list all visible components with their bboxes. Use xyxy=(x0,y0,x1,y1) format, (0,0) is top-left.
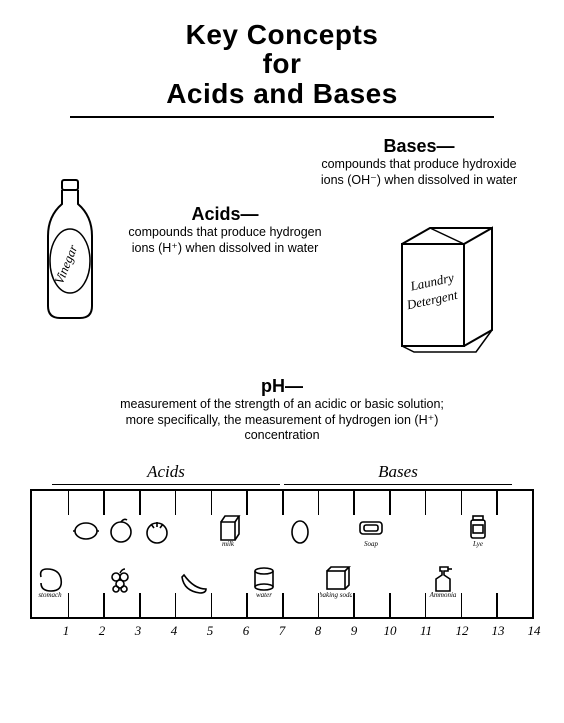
tick-upper xyxy=(103,491,105,515)
tick-upper xyxy=(246,491,248,515)
scale-item-orange xyxy=(105,516,137,546)
scale-numbers: 1234567891011121314 xyxy=(30,623,534,641)
ph-body: measurement of the strength of an acidic… xyxy=(112,397,452,444)
tick-upper xyxy=(496,491,498,515)
scale-item-soap: Soap xyxy=(355,512,387,550)
tick-upper xyxy=(389,491,391,515)
tick-lower xyxy=(282,593,284,617)
scale-label-bases: Bases xyxy=(284,462,512,485)
title-line-3: Acids and Bases xyxy=(30,79,534,108)
svg-text:water: water xyxy=(256,591,272,599)
page-title: Key Concepts for Acids and Bases xyxy=(30,20,534,108)
tick-upper xyxy=(68,491,70,515)
ph-scale: Acids Bases stomach milk water baking soda S… xyxy=(30,462,534,641)
scale-item-lemon xyxy=(70,516,102,546)
bases-heading: Bases— xyxy=(314,136,524,157)
scale-item-grapes xyxy=(105,567,137,597)
tick-upper xyxy=(175,491,177,515)
tick-lower xyxy=(139,593,141,617)
svg-text:Ammonia: Ammonia xyxy=(428,591,456,599)
tick-lower xyxy=(211,593,213,617)
scale-number: 5 xyxy=(207,623,214,639)
bases-definition: Bases— compounds that produce hydroxide … xyxy=(314,136,524,188)
scale-number: 12 xyxy=(456,623,469,639)
tick-upper xyxy=(282,491,284,515)
svg-text:Soap: Soap xyxy=(364,540,379,548)
tick-lower xyxy=(496,593,498,617)
scale-item-lye: Lye xyxy=(462,512,494,550)
scale-item-stomach: stomach xyxy=(34,563,66,601)
acids-heading: Acids— xyxy=(120,204,330,225)
scale-number: 13 xyxy=(492,623,505,639)
tick-lower xyxy=(68,593,70,617)
scale-item-banana xyxy=(177,567,209,597)
scale-number: 8 xyxy=(315,623,322,639)
ph-heading: pH— xyxy=(112,376,452,397)
scale-number: 3 xyxy=(135,623,142,639)
scale-number: 2 xyxy=(99,623,106,639)
svg-text:stomach: stomach xyxy=(38,591,62,599)
ph-definition: pH— measurement of the strength of an ac… xyxy=(112,376,452,444)
scale-item-baking-soda: baking soda xyxy=(320,563,352,601)
detergent-illustration: Laundry Detergent xyxy=(394,216,504,361)
tick-upper xyxy=(139,491,141,515)
title-line-1: Key Concepts xyxy=(30,20,534,49)
acids-body: compounds that produce hydrogen ions (H⁺… xyxy=(120,225,330,256)
scale-number: 7 xyxy=(279,623,286,639)
title-line-2: for xyxy=(30,49,534,78)
tick-upper xyxy=(425,491,427,515)
acids-definition: Acids— compounds that produce hydrogen i… xyxy=(120,204,330,256)
scale-number: 6 xyxy=(243,623,250,639)
vinegar-label: Vinegar xyxy=(51,242,81,286)
tick-lower xyxy=(389,593,391,617)
scale-number: 4 xyxy=(171,623,178,639)
svg-text:milk: milk xyxy=(222,540,235,548)
scale-number: 14 xyxy=(528,623,541,639)
scale-item-egg xyxy=(284,516,316,546)
svg-text:Lye: Lye xyxy=(472,540,483,548)
scale-item-tomato xyxy=(141,516,173,546)
scale-number: 9 xyxy=(351,623,358,639)
svg-text:baking soda: baking soda xyxy=(320,591,352,599)
title-divider xyxy=(70,116,494,118)
scale-label-acids: Acids xyxy=(52,462,280,485)
scale-box: stomach milk water baking soda Soap Ammonia Ly… xyxy=(30,489,534,619)
scale-number: 10 xyxy=(384,623,397,639)
tick-lower xyxy=(353,593,355,617)
scale-item-water: water xyxy=(248,563,280,601)
tick-upper xyxy=(318,491,320,515)
scale-item-milk: milk xyxy=(212,512,244,550)
scale-item-ammonia: Ammonia xyxy=(427,563,459,601)
tick-lower xyxy=(461,593,463,617)
vinegar-illustration: Vinegar xyxy=(30,176,110,331)
scale-number: 11 xyxy=(420,623,432,639)
bases-body: compounds that produce hydroxide ions (O… xyxy=(314,157,524,188)
scale-number: 1 xyxy=(63,623,70,639)
